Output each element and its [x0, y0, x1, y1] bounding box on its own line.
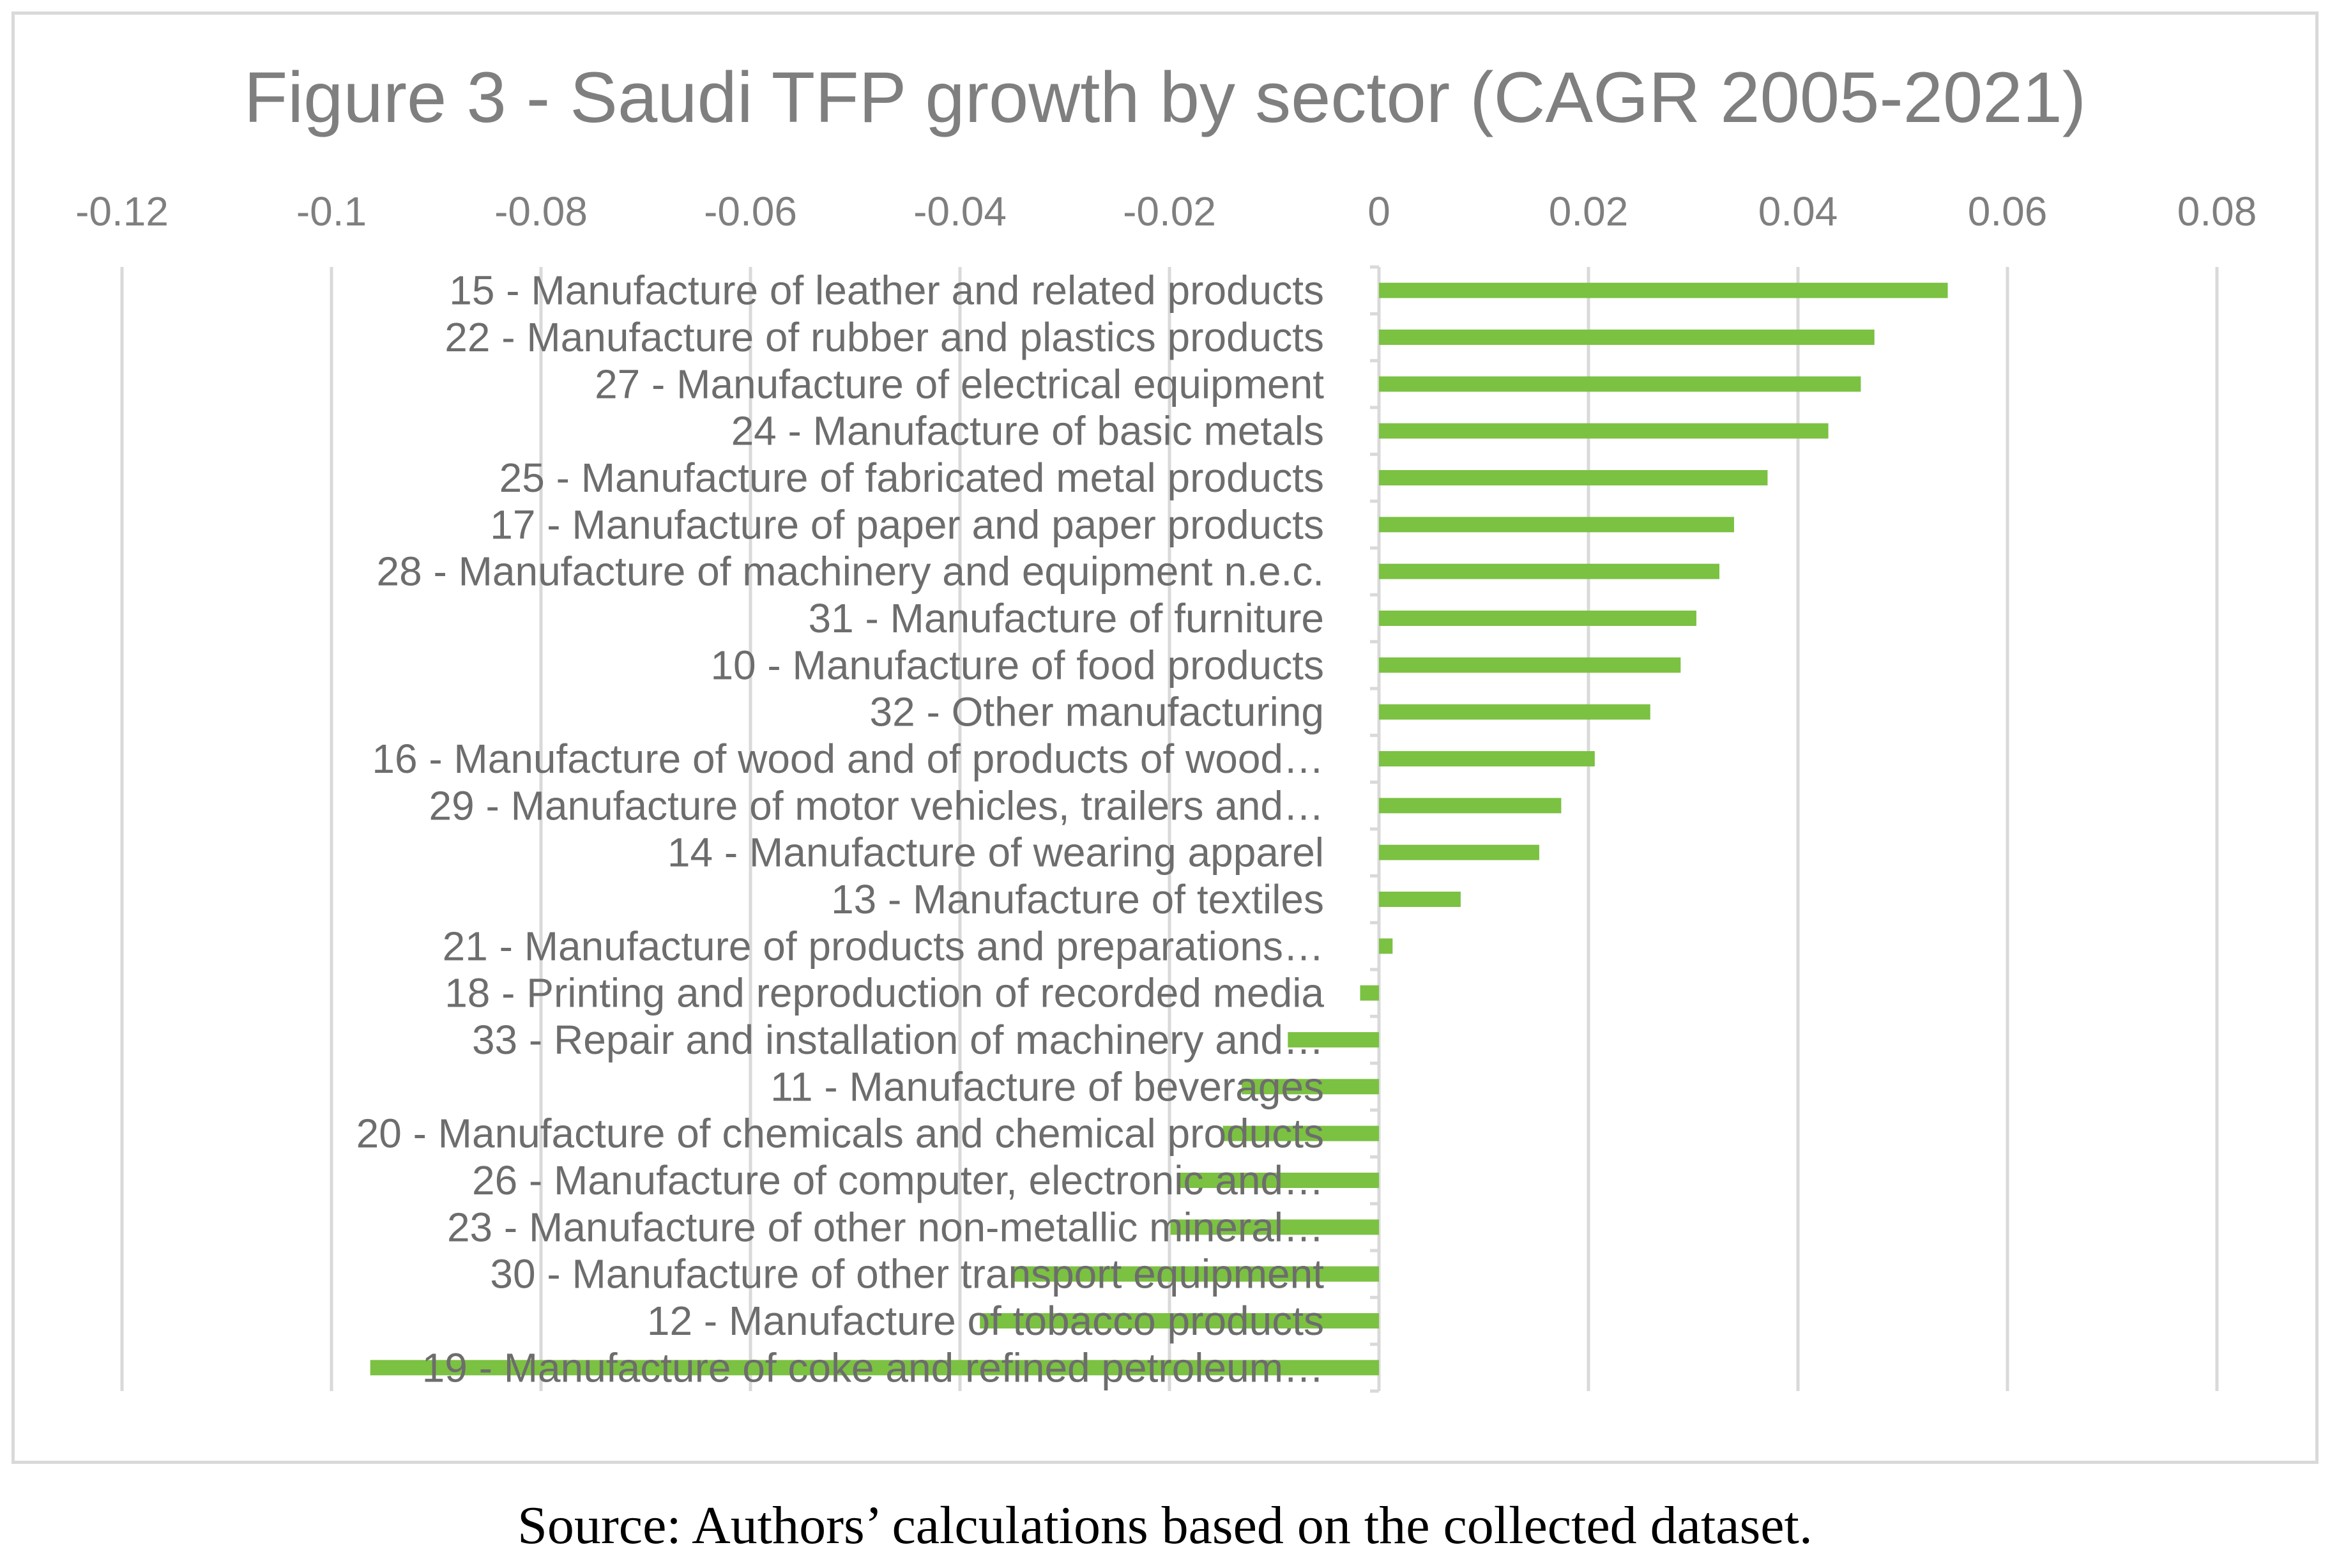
bar — [1379, 751, 1595, 766]
x-tick-label: -0.12 — [75, 188, 169, 234]
bar — [1379, 844, 1539, 860]
bar — [1360, 985, 1379, 1001]
bar — [1379, 798, 1562, 814]
category-label: 24 - Manufacture of basic metals — [731, 408, 1324, 454]
category-label: 28 - Manufacture of machinery and equipm… — [377, 549, 1325, 595]
bar — [1379, 330, 1875, 345]
bar — [1379, 611, 1696, 626]
x-tick-label: 0.08 — [2177, 188, 2257, 234]
category-label: 33 - Repair and installation of machiner… — [472, 1017, 1324, 1063]
category-label: 17 - Manufacture of paper and paper prod… — [490, 501, 1324, 547]
x-tick-label: 0.06 — [1968, 188, 2048, 234]
category-label: 22 - Manufacture of rubber and plastics … — [445, 314, 1324, 360]
x-tick-label: -0.08 — [494, 188, 588, 234]
bar — [1379, 892, 1461, 907]
category-label: 16 - Manufacture of wood and of products… — [372, 736, 1324, 782]
bar — [1379, 704, 1650, 720]
x-tick-label: -0.02 — [1123, 188, 1216, 234]
bar — [1379, 517, 1734, 533]
category-label: 26 - Manufacture of computer, electronic… — [472, 1157, 1324, 1203]
category-label: 19 - Manufacture of coke and refined pet… — [422, 1344, 1324, 1390]
category-label: 11 - Manufacture of beverages — [770, 1063, 1324, 1109]
bar — [1288, 1032, 1379, 1047]
x-tick-label: 0.04 — [1758, 188, 1838, 234]
bar-chart: Figure 3 - Saudi TFP growth by sector (C… — [75, 57, 2257, 1393]
bar — [1379, 282, 1948, 298]
bar — [1379, 657, 1681, 673]
bar — [370, 1360, 1380, 1376]
x-tick-label: -0.06 — [704, 188, 797, 234]
category-label: 29 - Manufacture of motor vehicles, trai… — [429, 782, 1325, 828]
bar — [1176, 1173, 1379, 1188]
bar — [1379, 423, 1829, 439]
source-note: Source: Authors’ calculations based on t… — [517, 1496, 1813, 1555]
category-label: 25 - Manufacture of fabricated metal pro… — [499, 455, 1324, 501]
category-label: 31 - Manufacture of furniture — [808, 595, 1324, 641]
category-label: 14 - Manufacture of wearing apparel — [667, 830, 1324, 876]
x-tick-label: 0 — [1367, 188, 1390, 234]
category-label: 12 - Manufacture of tobacco products — [647, 1298, 1324, 1344]
bar — [1379, 470, 1768, 485]
category-label: 27 - Manufacture of electrical equipment — [595, 361, 1324, 407]
category-label: 30 - Manufacture of other transport equi… — [490, 1251, 1324, 1297]
bar — [1170, 1219, 1379, 1235]
bar — [1379, 376, 1861, 392]
x-tick-label: -0.04 — [913, 188, 1007, 234]
bar — [1222, 1125, 1379, 1141]
bar — [1242, 1079, 1379, 1095]
category-label: 21 - Manufacture of products and prepara… — [443, 923, 1324, 969]
x-tick-label: 0.02 — [1549, 188, 1629, 234]
chart-frame: Figure 3 - Saudi TFP growth by sector (C… — [11, 11, 2319, 1464]
category-label: 32 - Other manufacturing — [870, 689, 1324, 735]
bar — [980, 1313, 1379, 1328]
category-label: 20 - Manufacture of chemicals and chemic… — [356, 1111, 1324, 1157]
x-tick-label: -0.1 — [296, 188, 367, 234]
bar — [1379, 563, 1719, 579]
chart-title: Figure 3 - Saudi TFP growth by sector (C… — [244, 57, 2086, 137]
category-label: 23 - Manufacture of other non-metallic m… — [447, 1204, 1324, 1250]
category-label: 10 - Manufacture of food products — [710, 642, 1324, 688]
category-label: 15 - Manufacture of leather and related … — [449, 268, 1324, 314]
category-label: 13 - Manufacture of textiles — [831, 876, 1324, 922]
bar — [1013, 1266, 1379, 1282]
category-label: 18 - Printing and reproduction of record… — [445, 970, 1324, 1016]
bar — [1379, 938, 1393, 954]
